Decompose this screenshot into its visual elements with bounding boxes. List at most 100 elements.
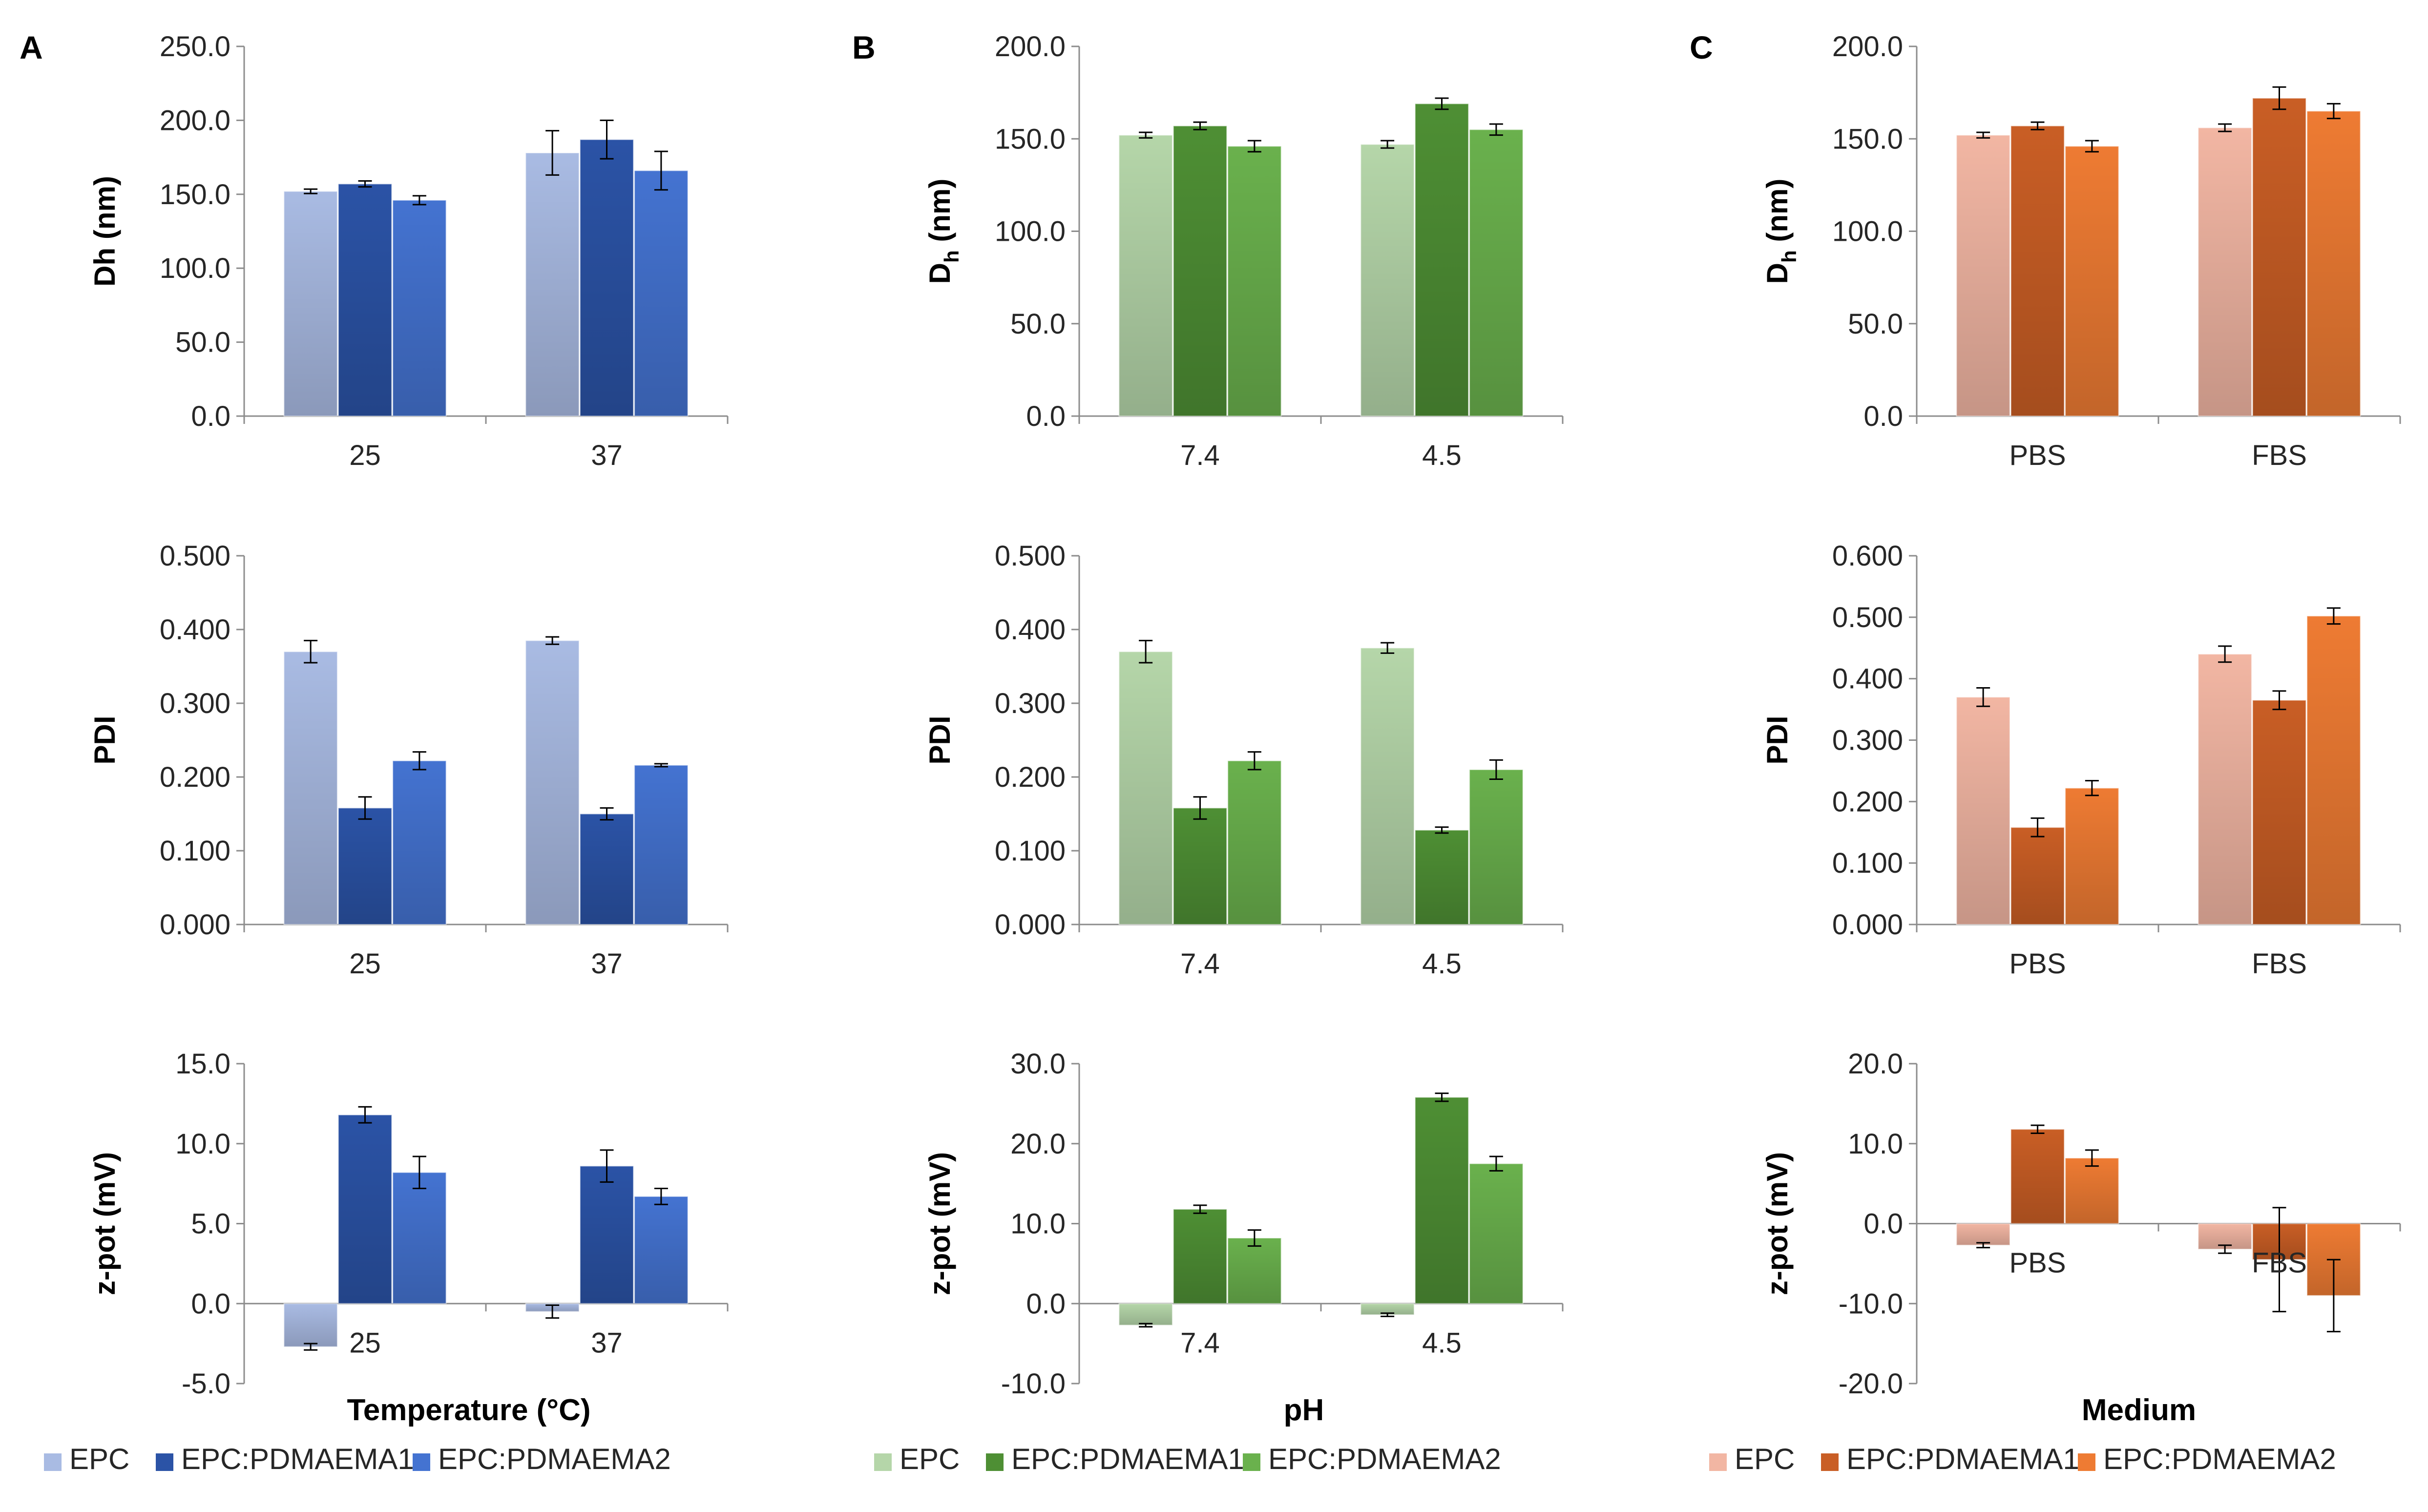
- error-bar: [600, 1149, 614, 1183]
- x-tick-label: 25: [349, 440, 381, 471]
- error-bar: [1435, 826, 1449, 834]
- y-tick-label: 100.0: [1832, 216, 1903, 248]
- bar-C2-FBS-0: [2198, 653, 2252, 925]
- bar-C1-FBS-1: [2252, 97, 2307, 417]
- error-bar: [1247, 1229, 1261, 1247]
- bar-C2-PBS-1: [2010, 827, 2065, 925]
- error-bar: [2272, 1207, 2286, 1313]
- error-bar: [304, 640, 318, 664]
- error-bar: [1976, 687, 1990, 707]
- y-tick-label: 0.0: [191, 400, 230, 432]
- error-bar: [358, 1106, 372, 1124]
- legend-swatch: [156, 1453, 173, 1471]
- legend-label: EPC: [900, 1443, 960, 1475]
- bar-A2-37-0: [525, 640, 580, 925]
- x-tick-label: FBS: [2252, 1247, 2307, 1279]
- x-tick-label: 25: [349, 1327, 381, 1359]
- error-bar: [1139, 640, 1153, 664]
- legend-swatch: [44, 1453, 62, 1471]
- error-bar: [1489, 759, 1503, 780]
- error-bar: [1435, 1092, 1449, 1102]
- chart-A3: -5.0 0.0 5.0 10.0 15.0 25 37 z-pot (mV): [88, 1048, 729, 1400]
- error-bar: [2326, 103, 2341, 120]
- x-tick-label: PBS: [2009, 948, 2066, 980]
- bar-B1-4.5-1: [1414, 103, 1469, 417]
- bar-A2-25-1: [337, 807, 393, 925]
- y-axis-label: PDI: [1761, 715, 1794, 764]
- legend-label: EPC:PDMAEMA2: [1268, 1443, 1501, 1475]
- y-tick-label: 0.300: [1832, 725, 1903, 756]
- y-tick-label: 0.000: [160, 909, 230, 941]
- y-tick-label: -10.0: [1001, 1368, 1066, 1400]
- x-tick-label: 37: [591, 440, 623, 471]
- error-bar: [1435, 97, 1449, 110]
- y-tick-label: 150.0: [995, 123, 1066, 155]
- bar-A3-37-1: [579, 1165, 634, 1304]
- error-bar: [654, 763, 668, 768]
- x-tick-label: 37: [591, 948, 623, 980]
- bar-B3-4.5-2: [1469, 1163, 1524, 1304]
- legend-label: EPC:PDMAEMA1: [1011, 1443, 1244, 1475]
- y-tick-label: 0.0: [1026, 400, 1066, 432]
- bar-B2-7.4-2: [1227, 760, 1282, 925]
- bar-B2-7.4-1: [1172, 807, 1228, 925]
- legend-label: EPC: [1735, 1443, 1795, 1475]
- bar-A2-25-2: [392, 760, 447, 925]
- bar-A3-25-0: [283, 1303, 338, 1347]
- error-bar: [2272, 86, 2286, 110]
- y-tick-label: 0.200: [160, 761, 230, 793]
- y-tick-label: 200.0: [160, 105, 230, 136]
- bar-A2-37-1: [579, 813, 634, 925]
- error-bar: [2030, 1124, 2045, 1134]
- y-tick-label: 0.0: [1863, 1208, 1903, 1240]
- x-tick-label: 7.4: [1180, 1327, 1220, 1359]
- legend-swatch: [413, 1453, 430, 1471]
- error-bar: [1381, 642, 1395, 654]
- bar-A1-37-0: [525, 152, 580, 417]
- bar-A1-37-2: [634, 170, 689, 417]
- error-bar: [2272, 690, 2286, 711]
- y-tick-label: 0.300: [995, 688, 1066, 719]
- error-bar: [1193, 1204, 1207, 1214]
- y-tick-label: 5.0: [191, 1208, 230, 1240]
- error-bar: [2218, 645, 2232, 663]
- y-tick-label: -10.0: [1839, 1288, 1903, 1320]
- legend-label: EPC:PDMAEMA2: [2103, 1443, 2336, 1475]
- y-tick-label: 0.0: [1863, 400, 1903, 432]
- chart-B3: -10.0 0.0 10.0 20.0 30.0 7.4 4.5 z-pot (mV): [923, 1048, 1564, 1400]
- chart-C1: 0.0 50.0 100.0 150.0 200.0 PBS FBS Dh (nm): [1761, 31, 2401, 471]
- legend-swatch: [2078, 1453, 2095, 1471]
- y-tick-label: 0.400: [1832, 663, 1903, 695]
- error-bar: [1247, 751, 1261, 771]
- y-axis-label: z-pot (mV): [88, 1152, 121, 1295]
- x-tick-label: 7.4: [1180, 948, 1220, 980]
- error-bar: [412, 195, 426, 206]
- x-tick-label: FBS: [2252, 948, 2307, 980]
- chart-A2: 0.000 0.100 0.200 0.300 0.400 0.500 25 37 PDI: [88, 540, 729, 980]
- error-bar: [2030, 121, 2045, 130]
- x-tick-label: 7.4: [1180, 440, 1220, 471]
- bar-C1-FBS-2: [2306, 110, 2361, 417]
- y-axis-label: z-pot (mV): [1761, 1152, 1794, 1295]
- x-tick-label: 4.5: [1422, 1327, 1462, 1359]
- error-bar: [1381, 140, 1395, 149]
- chart-C2: 0.000 0.100 0.200 0.300 0.400 0.500 0.600 PBS FB…: [1761, 540, 2401, 980]
- bar-B2-7.4-0: [1118, 651, 1173, 925]
- y-tick-label: 50.0: [1848, 308, 1903, 340]
- y-tick-label: 0.0: [191, 1288, 230, 1320]
- y-tick-label: -20.0: [1839, 1368, 1903, 1400]
- bar-A3-37-2: [634, 1196, 689, 1304]
- error-bar: [1976, 1242, 1990, 1249]
- y-tick-label: 0.000: [995, 909, 1066, 941]
- y-tick-label: 30.0: [1010, 1048, 1066, 1080]
- error-bar: [1489, 1155, 1503, 1172]
- y-tick-label: 150.0: [160, 179, 230, 210]
- bar-B1-7.4-2: [1227, 146, 1282, 417]
- chart-B1: 0.0 50.0 100.0 150.0 200.0 7.4 4.5 Dh (nm): [923, 31, 1564, 471]
- legend-0: EPC EPC:PDMAEMA1 EPC:PDMAEMA2: [44, 1443, 671, 1475]
- y-tick-label: 100.0: [160, 252, 230, 284]
- y-tick-label: 0.500: [160, 540, 230, 572]
- bar-A1-37-1: [579, 139, 634, 417]
- bar-C1-PBS-2: [2065, 146, 2119, 417]
